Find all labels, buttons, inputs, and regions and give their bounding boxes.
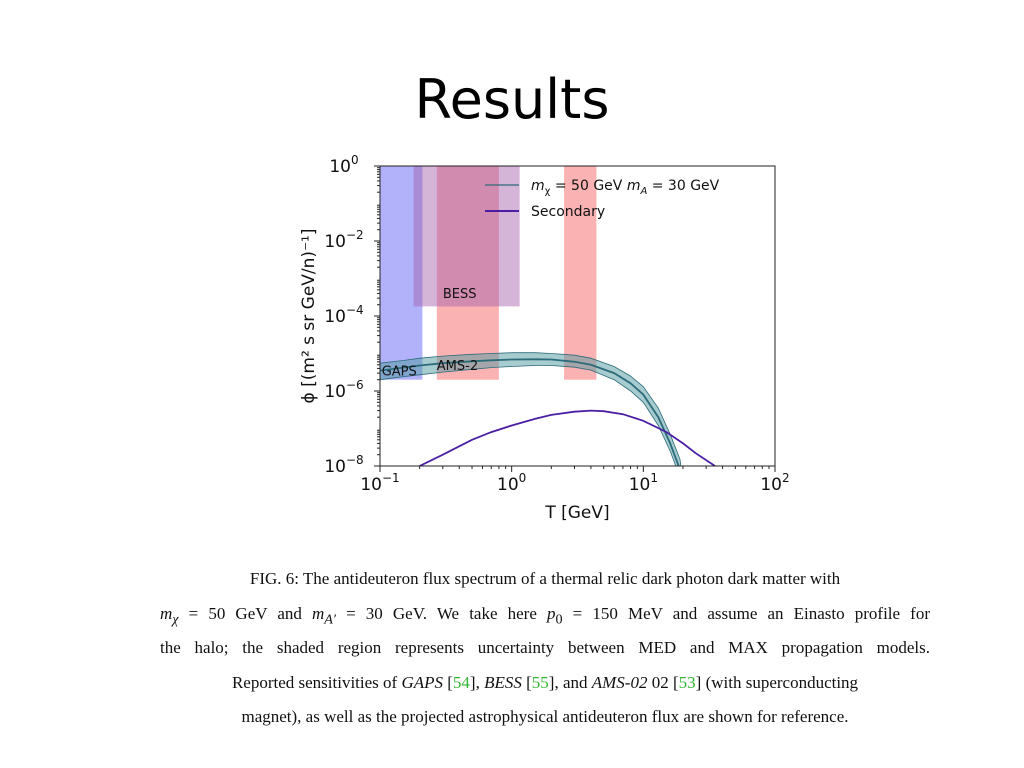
- legend-text-part: Secondary: [531, 204, 605, 220]
- caption-bess: BESS: [484, 672, 522, 692]
- caption-chi-subscript: χ: [172, 610, 179, 627]
- series-line-0: [380, 358, 680, 466]
- x-tick-exponent: 0: [519, 471, 527, 485]
- y-tick-exponent: −4: [346, 303, 364, 317]
- legend-text-part: = 50 GeV: [550, 178, 626, 194]
- sensitivity-region-bess: [413, 166, 520, 307]
- y-tick-base: 10: [329, 157, 351, 177]
- y-tick-base: 10: [324, 382, 346, 402]
- region-label-bess: BESS: [443, 287, 477, 302]
- x-tick-label: 101: [629, 471, 658, 495]
- legend-text-part: m: [531, 178, 545, 194]
- caption-text: ],: [469, 672, 485, 692]
- region-label-gaps: GAPS: [382, 364, 417, 379]
- sensitivity-region-ams-2-high: [564, 166, 597, 380]
- x-tick-base: 10: [360, 475, 382, 495]
- y-tick-label: 10−4: [324, 303, 363, 327]
- y-tick-exponent: −2: [346, 228, 364, 242]
- caption-p-subscript: 0: [555, 610, 563, 627]
- x-tick-label: 102: [760, 471, 789, 495]
- caption-text: [: [443, 672, 453, 692]
- y-tick-exponent: 0: [351, 153, 359, 167]
- y-axis-label: ϕ [(m² s sr GeV/n)⁻¹]: [299, 229, 319, 404]
- caption-p: p: [546, 603, 556, 623]
- caption-text: Reported sensitivities of: [231, 672, 402, 692]
- caption-m-chi: m: [160, 603, 173, 623]
- y-tick-base: 10: [324, 457, 346, 477]
- legend-text-part: χ: [545, 186, 551, 197]
- citation-link-55[interactable]: 55: [531, 672, 549, 692]
- x-tick-base: 10: [629, 475, 651, 495]
- legend-entry-1: Secondary: [531, 204, 605, 220]
- caption-line-2: mχ = 50 GeV and mA′ = 30 GeV. We take he…: [160, 597, 930, 632]
- x-tick-base: 10: [497, 475, 519, 495]
- caption-a-subscript: A′: [324, 610, 336, 627]
- caption-ams: AMS-02: [591, 672, 648, 692]
- caption-text: [: [521, 672, 532, 692]
- y-tick-base: 10: [324, 307, 346, 327]
- legend-entry-0: mχ = 50 GeV mA = 30 GeV: [531, 178, 720, 197]
- caption-line-1: FIG. 6: The antideuteron flux spectrum o…: [249, 569, 841, 588]
- series-line-1: [419, 409, 716, 466]
- x-tick-label: 100: [497, 471, 526, 495]
- region-label-ams-2: AMS-2: [437, 359, 478, 374]
- caption-text: ] (with superconducting: [695, 672, 859, 692]
- caption-text: = 50 GeV and: [178, 603, 312, 623]
- legend-text-part: A: [639, 186, 647, 197]
- slide-title: Results: [414, 68, 610, 131]
- sensitivity-region-gaps: [380, 166, 423, 380]
- x-tick-exponent: 2: [782, 471, 790, 485]
- legend-text-part: m: [627, 178, 641, 194]
- uncertainty-band: [380, 352, 682, 466]
- sensitivity-region-ams-2: [436, 166, 499, 380]
- legend-text-part: = 30 GeV: [647, 178, 719, 194]
- citation-link-54[interactable]: 54: [452, 672, 470, 692]
- y-tick-label: 10−2: [324, 228, 363, 252]
- y-tick-label: 100: [329, 153, 358, 177]
- x-tick-exponent: −1: [382, 471, 400, 485]
- caption-text: = 150 MeV and assume an Einasto profile …: [562, 603, 930, 623]
- caption-line-4: Reported sensitivities of GAPS [54], BES…: [160, 666, 930, 701]
- caption-gaps: GAPS: [401, 672, 443, 692]
- caption-text: = 30 GeV. We take here: [336, 603, 547, 623]
- x-axis-label: T [GeV]: [544, 503, 609, 523]
- y-tick-exponent: −8: [346, 453, 364, 467]
- plot-area: [380, 166, 716, 466]
- x-tick-label: 10−1: [360, 471, 399, 495]
- caption-line-5: magnet), as well as the projected astrop…: [241, 707, 849, 726]
- caption-m-a: m: [311, 603, 325, 623]
- caption-text: ], and: [548, 672, 592, 692]
- y-tick-label: 10−6: [324, 378, 363, 402]
- caption-text: 02 [: [647, 672, 679, 692]
- x-tick-base: 10: [760, 475, 782, 495]
- caption-line-3: the halo; the shaded region represents u…: [160, 638, 930, 657]
- x-tick-exponent: 1: [650, 471, 658, 485]
- y-tick-base: 10: [324, 232, 346, 252]
- figure-caption: FIG. 6: The antideuteron flux spectrum o…: [160, 562, 930, 735]
- citation-link-53[interactable]: 53: [678, 672, 696, 692]
- y-tick-label: 10−8: [324, 453, 363, 477]
- y-tick-exponent: −6: [346, 378, 364, 392]
